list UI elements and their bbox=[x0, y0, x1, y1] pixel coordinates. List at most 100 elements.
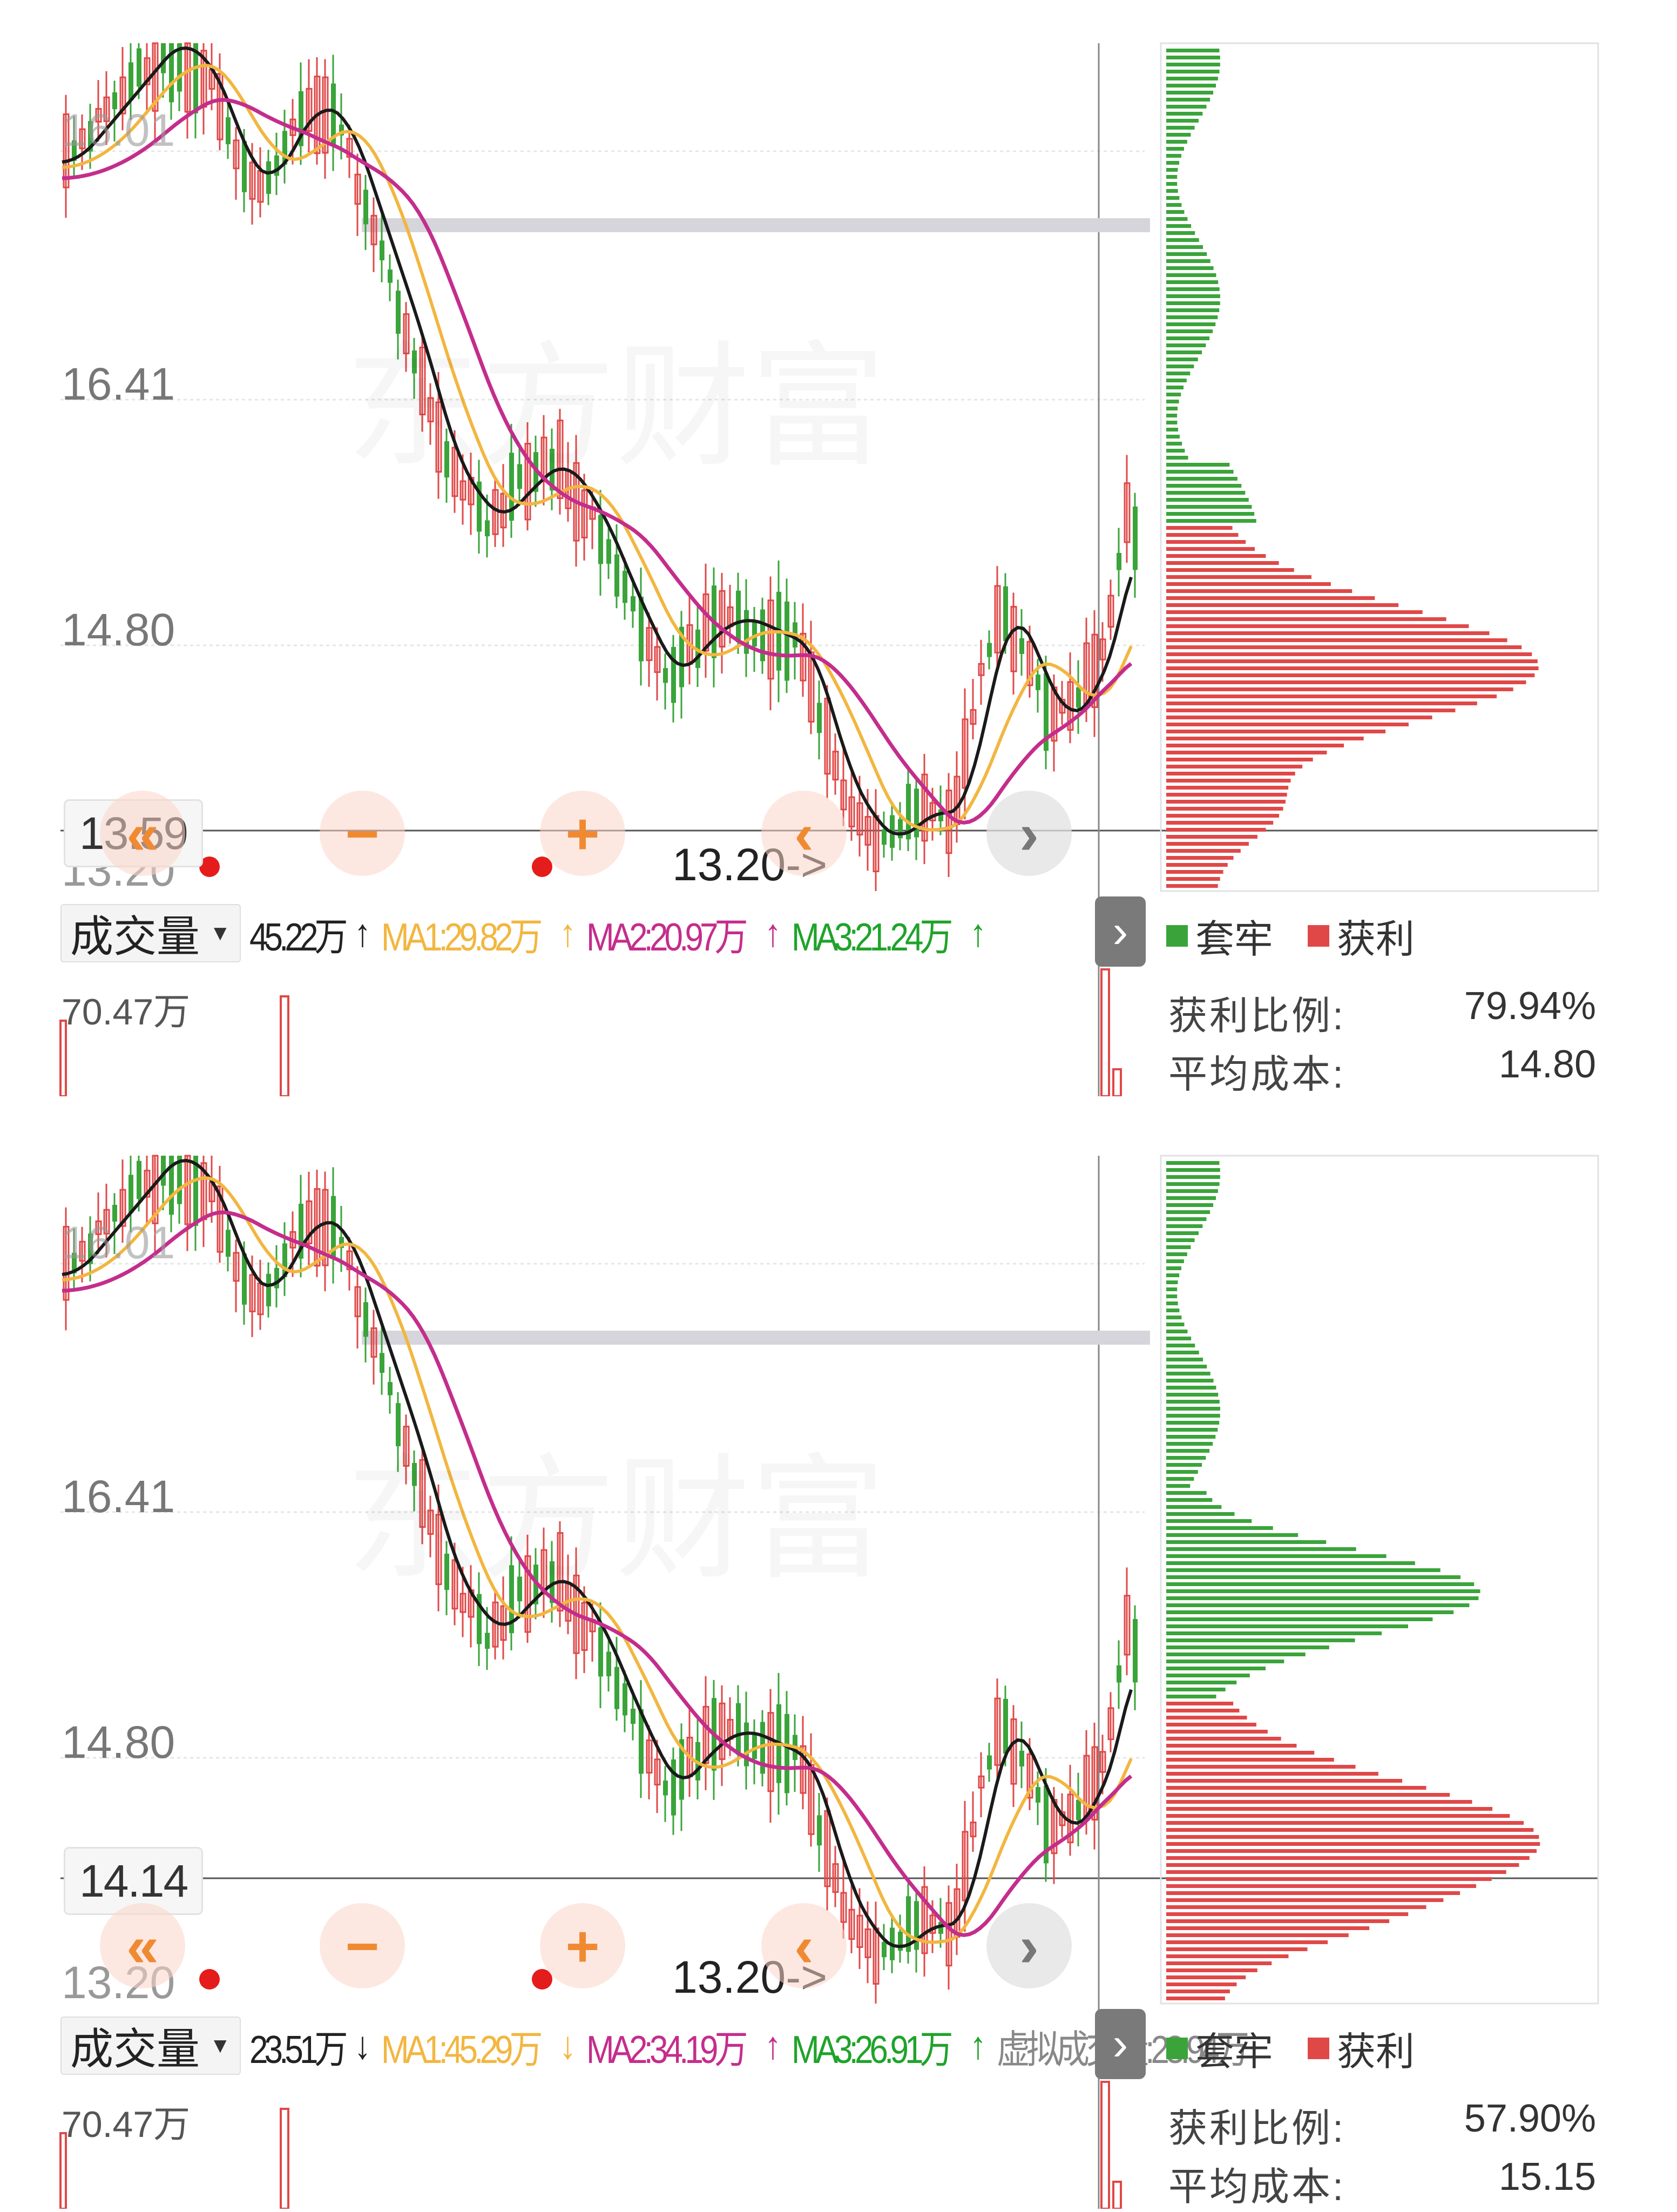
candle-body bbox=[1036, 675, 1040, 690]
candle-body bbox=[509, 453, 514, 521]
chip-bar bbox=[1166, 1758, 1334, 1762]
kline-chart[interactable]: 东方财富 16.01 16.41 14.80 13.20 13.20-> bbox=[0, 0, 1677, 1096]
candle-body bbox=[914, 788, 919, 838]
indicator-select[interactable]: 成交量 ▼ bbox=[60, 904, 241, 962]
rewind-button[interactable]: « bbox=[100, 1903, 185, 1988]
candle-body bbox=[282, 1243, 287, 1277]
candle-body bbox=[517, 464, 522, 489]
rewind-button[interactable]: « bbox=[100, 791, 185, 876]
candle-body bbox=[517, 1576, 522, 1602]
chip-bar bbox=[1166, 547, 1255, 551]
next-button[interactable]: › bbox=[986, 1903, 1072, 1988]
indicator-select[interactable]: 成交量 ▼ bbox=[60, 2017, 241, 2075]
candle-body bbox=[459, 1593, 466, 1613]
avg-cost-value: 15.15 bbox=[1498, 2155, 1596, 2198]
zoom-out-button[interactable]: − bbox=[320, 791, 405, 876]
candle-body bbox=[169, 1156, 174, 1215]
avg-cost-label: 平均成本: bbox=[1168, 1053, 1346, 1096]
candle-body bbox=[1124, 1595, 1131, 1656]
chip-bar bbox=[1166, 575, 1311, 579]
candle-body bbox=[719, 590, 726, 648]
chip-bar bbox=[1166, 154, 1181, 158]
chip-bar bbox=[1166, 1168, 1220, 1172]
chip-bar bbox=[1166, 1512, 1235, 1516]
candle-body bbox=[1044, 1785, 1049, 1864]
candle-body bbox=[1036, 1787, 1040, 1803]
candle-body bbox=[152, 42, 159, 112]
chip-bar bbox=[1166, 793, 1287, 797]
candle-body bbox=[242, 141, 247, 192]
chip-bar bbox=[1166, 1365, 1207, 1368]
volume-bar bbox=[280, 995, 289, 1096]
ma3-trend-icon: ↑ bbox=[970, 2024, 986, 2067]
trapped-swatch-icon bbox=[1166, 2037, 1188, 2059]
profit-ratio-value: 57.90% bbox=[1464, 2097, 1596, 2140]
chip-bar bbox=[1166, 1428, 1218, 1432]
chip-bar bbox=[1166, 835, 1257, 839]
candle-body bbox=[987, 643, 992, 657]
chip-bar bbox=[1166, 561, 1279, 565]
chip-bar bbox=[1166, 231, 1195, 235]
zoom-in-button[interactable]: + bbox=[540, 1903, 625, 1988]
chip-bar bbox=[1166, 217, 1188, 221]
zoom-out-button[interactable]: − bbox=[320, 1903, 405, 1988]
ma-mid-line bbox=[62, 64, 1133, 832]
prev-button[interactable]: ‹ bbox=[761, 791, 847, 876]
chip-bar bbox=[1166, 1982, 1237, 1986]
candle-body bbox=[103, 96, 110, 122]
candle-body bbox=[184, 42, 191, 113]
chip-bar bbox=[1166, 1407, 1220, 1411]
chip-bar bbox=[1166, 1730, 1268, 1734]
chip-bar bbox=[1166, 1526, 1273, 1530]
candle-body bbox=[177, 1156, 182, 1204]
zoom-in-button[interactable]: + bbox=[540, 791, 625, 876]
expand-button[interactable]: › bbox=[1095, 896, 1146, 967]
chip-bar bbox=[1166, 1393, 1219, 1397]
candle-body bbox=[654, 646, 661, 673]
chip-bar bbox=[1166, 1997, 1225, 2000]
expand-button[interactable]: › bbox=[1095, 2009, 1146, 2079]
trapped-swatch-icon bbox=[1166, 925, 1188, 947]
chip-bar bbox=[1166, 1217, 1207, 1221]
candle-body bbox=[217, 1185, 224, 1253]
chip-bar bbox=[1166, 1912, 1409, 1916]
chip-bar bbox=[1166, 196, 1180, 200]
candle-body bbox=[477, 481, 482, 532]
chip-bar bbox=[1166, 617, 1446, 621]
chip-bar bbox=[1166, 1351, 1199, 1354]
candle-body bbox=[306, 87, 313, 132]
candle-body bbox=[119, 1189, 126, 1227]
chevron-right-icon: › bbox=[1112, 905, 1128, 957]
candle-body bbox=[380, 240, 384, 261]
candle-body bbox=[112, 1204, 117, 1222]
ma1-value: MA1:45.29万 bbox=[381, 2028, 543, 2072]
candle-body bbox=[396, 291, 401, 334]
candle-body bbox=[1010, 605, 1017, 672]
chip-bar bbox=[1166, 1358, 1203, 1361]
chip-bar bbox=[1166, 477, 1238, 481]
chip-bar bbox=[1166, 589, 1353, 593]
candle-body bbox=[736, 1703, 741, 1755]
prev-button[interactable]: ‹ bbox=[761, 1903, 847, 1988]
chip-bar bbox=[1166, 1245, 1191, 1249]
ma-mid-line bbox=[62, 1176, 1133, 1944]
chip-bar bbox=[1166, 1505, 1222, 1509]
chip-bar bbox=[1166, 779, 1291, 783]
cost-band bbox=[362, 218, 1150, 232]
chip-bar bbox=[1166, 842, 1249, 846]
volume-bar bbox=[1100, 2081, 1110, 2209]
chip-bar bbox=[1166, 1645, 1329, 1649]
candle-body bbox=[921, 1886, 928, 1954]
next-button[interactable]: › bbox=[986, 791, 1072, 876]
chip-bar bbox=[1166, 1210, 1211, 1214]
candle-body bbox=[929, 802, 936, 821]
chip-bar bbox=[1166, 1414, 1220, 1418]
price-label-1: 16.41 bbox=[62, 359, 175, 409]
candle-body bbox=[864, 1928, 871, 1958]
chip-bar bbox=[1166, 1400, 1220, 1404]
candle-body bbox=[459, 480, 466, 501]
chip-bar bbox=[1166, 329, 1213, 333]
cost-band-bar bbox=[362, 218, 1150, 232]
candle-body bbox=[161, 43, 166, 73]
chip-bar bbox=[1166, 1870, 1506, 1874]
